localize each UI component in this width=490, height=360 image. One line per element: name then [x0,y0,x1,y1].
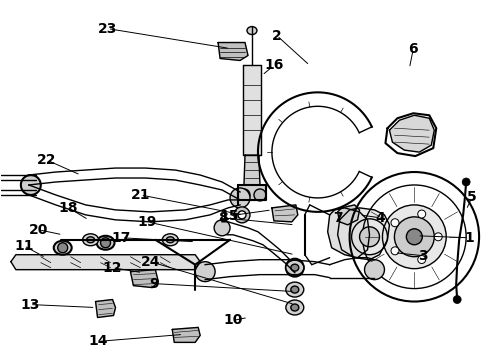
Circle shape [286,259,304,276]
Polygon shape [96,300,116,318]
Text: 4: 4 [376,211,385,225]
Polygon shape [243,66,261,155]
Polygon shape [338,208,390,260]
Text: 12: 12 [103,261,122,275]
Circle shape [58,243,68,253]
Polygon shape [172,328,200,342]
Text: 20: 20 [29,223,49,237]
Text: 5: 5 [467,190,477,204]
Circle shape [406,229,422,245]
Text: 9: 9 [149,276,159,291]
Text: 7: 7 [333,211,343,225]
Circle shape [360,227,379,247]
Ellipse shape [291,264,299,271]
Circle shape [383,205,446,269]
Circle shape [453,296,461,303]
Ellipse shape [286,260,304,275]
Text: 19: 19 [138,215,157,229]
Circle shape [100,238,111,248]
Polygon shape [218,42,248,60]
Polygon shape [390,115,434,152]
Circle shape [230,188,250,208]
Text: 15: 15 [220,209,239,223]
Polygon shape [244,155,260,185]
Text: 23: 23 [98,22,117,36]
Text: 16: 16 [264,58,284,72]
Circle shape [434,233,442,241]
Text: 10: 10 [223,314,243,328]
Ellipse shape [166,237,174,243]
Polygon shape [11,255,200,270]
Circle shape [391,247,399,255]
Text: 18: 18 [59,201,78,215]
Ellipse shape [83,234,98,246]
Circle shape [238,211,246,219]
Text: 17: 17 [112,231,131,245]
Ellipse shape [291,286,299,293]
Polygon shape [328,208,369,258]
Circle shape [214,220,230,236]
Ellipse shape [54,241,72,255]
Circle shape [391,219,399,227]
Ellipse shape [286,300,304,315]
Ellipse shape [247,27,257,35]
Text: 21: 21 [131,188,150,202]
Circle shape [462,178,470,186]
Circle shape [238,189,250,201]
Text: 3: 3 [418,249,428,263]
Circle shape [418,256,426,264]
Text: 11: 11 [14,239,34,253]
Ellipse shape [162,234,178,246]
Polygon shape [338,205,360,225]
Ellipse shape [286,282,304,297]
Ellipse shape [97,236,115,250]
Circle shape [195,262,215,282]
Text: 2: 2 [272,28,282,42]
Circle shape [394,217,434,257]
Polygon shape [272,205,298,222]
Text: 8: 8 [218,211,228,225]
Circle shape [234,207,250,223]
Circle shape [365,260,385,280]
Circle shape [21,175,41,195]
Ellipse shape [87,237,95,243]
Text: 22: 22 [37,153,56,167]
Circle shape [254,189,266,201]
Circle shape [418,210,426,218]
Text: 1: 1 [464,231,474,245]
Ellipse shape [291,304,299,311]
Polygon shape [238,185,266,200]
Text: 24: 24 [141,255,160,269]
Polygon shape [130,270,158,288]
Text: 14: 14 [89,334,108,348]
Text: 6: 6 [409,41,418,55]
Text: 13: 13 [20,297,40,311]
